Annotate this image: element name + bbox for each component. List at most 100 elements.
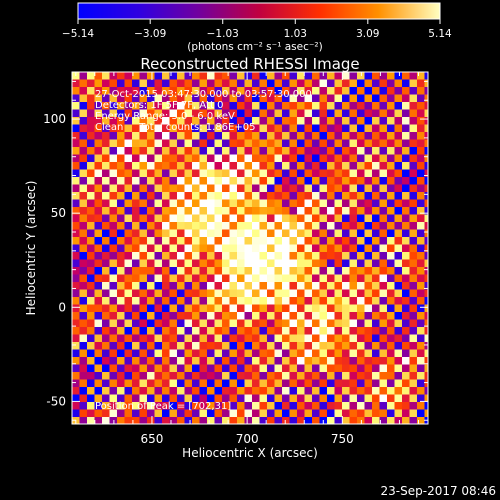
heatmap-cell — [132, 72, 140, 80]
heatmap-cell — [267, 417, 275, 424]
heatmap-cell — [102, 124, 110, 133]
heatmap-cell — [87, 72, 95, 80]
heatmap-cell — [109, 304, 118, 313]
heatmap-cell — [387, 387, 395, 395]
heatmap-cell — [117, 252, 125, 260]
heatmap-cell — [244, 72, 253, 80]
heatmap-cell — [312, 162, 320, 170]
heatmap-cell — [289, 199, 298, 208]
heatmap-cell — [259, 229, 268, 238]
heatmap-cell — [409, 312, 418, 320]
heatmap-cell — [244, 357, 253, 365]
heatmap-cell — [154, 379, 163, 388]
heatmap-cell — [132, 139, 140, 148]
heatmap-cell — [117, 79, 125, 88]
heatmap-cell — [357, 334, 365, 343]
heatmap-cell — [109, 349, 118, 358]
heatmap-cell — [199, 409, 208, 418]
heatmap-cell — [252, 154, 260, 163]
heatmap-cell — [79, 327, 88, 335]
heatmap-cell — [192, 147, 200, 155]
heatmap-cell — [169, 357, 178, 365]
heatmap-cell — [357, 237, 365, 245]
heatmap-cell — [102, 94, 110, 103]
heatmap-cell — [207, 349, 215, 358]
heatmap-cell — [327, 192, 335, 200]
heatmap-cell — [267, 267, 275, 275]
heatmap-cell — [154, 207, 163, 215]
heatmap-cell — [154, 394, 163, 403]
heatmap-cell — [252, 244, 260, 253]
heatmap-cell — [169, 94, 178, 103]
heatmap-cell — [72, 94, 80, 103]
heatmap-cell — [237, 229, 245, 238]
colorbar-tick-label: −3.09 — [134, 28, 166, 40]
heatmap-cell — [379, 267, 388, 275]
heatmap-cell — [199, 364, 208, 373]
heatmap-cell — [109, 124, 118, 133]
heatmap-cell — [102, 349, 110, 358]
heatmap-cell — [409, 409, 418, 418]
heatmap-cell — [379, 184, 388, 193]
heatmap-cell — [402, 364, 410, 373]
heatmap-cell — [222, 184, 230, 193]
heatmap-cell — [372, 252, 380, 260]
heatmap-cell — [424, 94, 428, 103]
heatmap-cell — [102, 207, 110, 215]
heatmap-cell — [72, 289, 80, 298]
heatmap-cell — [154, 79, 163, 88]
heatmap-cell — [334, 259, 343, 268]
heatmap-cell — [274, 327, 283, 335]
heatmap-cell — [162, 72, 170, 80]
heatmap-cell — [274, 199, 283, 208]
heatmap-cell — [394, 274, 403, 283]
heatmap-cell — [132, 102, 140, 110]
heatmap-cell — [274, 132, 283, 140]
heatmap-cell — [402, 184, 410, 193]
heatmap-cell — [102, 72, 110, 80]
heatmap-cell — [349, 319, 358, 328]
heatmap-cell — [342, 357, 350, 365]
heatmap-cell — [139, 244, 148, 253]
heatmap-cell — [387, 372, 395, 380]
heatmap-cell — [394, 147, 403, 155]
heatmap-cell — [312, 379, 320, 388]
heatmap-cell — [349, 214, 358, 223]
heatmap-cell — [274, 252, 283, 260]
heatmap-cell — [199, 394, 208, 403]
heatmap-cell — [162, 379, 170, 388]
heatmap-cell — [87, 199, 95, 208]
heatmap-cell — [162, 207, 170, 215]
heatmap-cell — [117, 304, 125, 313]
heatmap-cell — [162, 222, 170, 230]
heatmap-cell — [199, 94, 208, 103]
heatmap-cell — [289, 274, 298, 283]
heatmap-cell — [117, 394, 125, 403]
heatmap-cell — [312, 394, 320, 403]
heatmap-cell — [334, 237, 343, 245]
heatmap-cell — [282, 304, 290, 313]
heatmap-cell — [349, 184, 358, 193]
heatmap-cell — [312, 274, 320, 283]
heatmap-cell — [334, 94, 343, 103]
heatmap-cell — [102, 139, 110, 148]
heatmap-cell — [349, 334, 358, 343]
heatmap-cell — [387, 252, 395, 260]
heatmap-cell — [229, 252, 238, 260]
heatmap-cell — [162, 364, 170, 373]
heatmap-cell — [139, 199, 148, 208]
heatmap-cell — [267, 132, 275, 140]
heatmap-cell — [79, 162, 88, 170]
heatmap-cell — [177, 102, 185, 110]
heatmap-cell — [199, 379, 208, 388]
heatmap-cell — [297, 364, 305, 373]
heatmap-cell — [207, 297, 215, 305]
heatmap-cell — [147, 199, 155, 208]
heatmap-cell — [117, 199, 125, 208]
heatmap-cell — [184, 154, 193, 163]
heatmap-cell — [409, 327, 418, 335]
heatmap-cell — [229, 192, 238, 200]
heatmap-cell — [199, 387, 208, 395]
heatmap-cell — [252, 79, 260, 88]
heatmap-cell — [312, 244, 320, 253]
